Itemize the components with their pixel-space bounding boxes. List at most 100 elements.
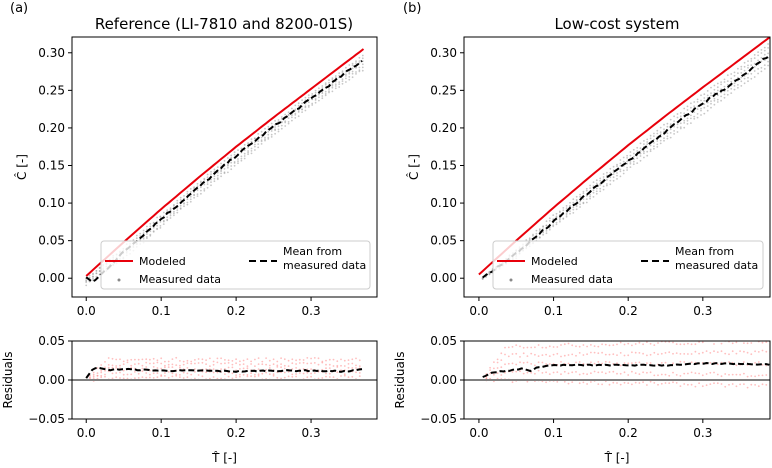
residual-point <box>534 372 536 375</box>
y-tick-label: 0.00 <box>38 271 65 285</box>
residual-point <box>623 371 626 374</box>
residual-point <box>291 362 294 365</box>
measured-data-point <box>139 238 142 241</box>
measured-data-point <box>98 270 101 273</box>
residual-point <box>571 344 574 347</box>
measured-data-point <box>737 72 739 75</box>
measured-data-point <box>179 204 182 207</box>
residual-point <box>280 363 282 365</box>
residual-point <box>750 353 753 356</box>
measured-data-point <box>589 195 591 198</box>
residual-point <box>694 372 697 374</box>
measured-data-point <box>626 157 628 159</box>
residual-point <box>194 377 196 380</box>
residual-point <box>242 373 245 376</box>
measured-data-point <box>267 125 270 128</box>
measured-data-point <box>220 169 223 171</box>
residual-point <box>156 359 159 362</box>
residual-point <box>496 361 499 364</box>
measured-data-point <box>233 164 236 167</box>
residual-point <box>713 350 715 353</box>
residual-point <box>660 373 663 376</box>
residual-point <box>272 363 275 366</box>
measured-data-point <box>619 168 622 171</box>
measured-data-point <box>189 195 192 198</box>
residual-point <box>141 367 144 370</box>
residual-point <box>683 383 686 385</box>
residual-point <box>616 354 618 356</box>
residual-point <box>205 371 208 374</box>
measured-data-point <box>247 153 250 156</box>
residual-point <box>627 362 630 365</box>
residual-point <box>182 360 185 363</box>
measured-data-point <box>676 113 679 115</box>
residual-point <box>511 346 514 348</box>
measured-data-point <box>156 224 159 227</box>
measured-data-point <box>95 272 98 274</box>
residual-point <box>179 376 181 378</box>
residual-point <box>746 375 749 378</box>
residual-point <box>246 375 249 378</box>
measured-data-point <box>348 64 351 66</box>
residual-point <box>668 351 671 354</box>
measured-data-point <box>243 143 246 146</box>
residual-point <box>754 350 756 353</box>
measured-data-point <box>733 85 736 87</box>
residual-point <box>765 350 768 353</box>
measured-data-point <box>95 275 98 278</box>
measured-data-point <box>622 160 625 163</box>
measured-data-point <box>723 85 726 88</box>
legend-mean-label: Mean from <box>675 245 734 258</box>
residual-point <box>111 372 114 375</box>
x-axis-label: T̂ [-] <box>604 451 630 465</box>
residual-point <box>634 343 637 345</box>
measured-data-point <box>287 121 290 123</box>
measured-data-point <box>304 109 307 112</box>
measured-data-point <box>592 181 595 184</box>
residual-point <box>556 352 559 355</box>
legend-modeled-label: Modeled <box>531 255 578 268</box>
residual-point <box>280 366 282 369</box>
measured-data-point <box>747 66 749 69</box>
measured-data-point <box>632 160 635 163</box>
measured-data-point <box>649 144 652 147</box>
measured-data-point <box>243 155 246 157</box>
residual-point <box>664 352 667 354</box>
measured-data-point <box>723 90 726 93</box>
measured-data-point <box>552 225 555 228</box>
measured-data-point <box>545 230 548 232</box>
measured-data-point <box>548 219 551 222</box>
measured-data-point <box>351 67 354 70</box>
residual-point <box>310 362 312 365</box>
residual-point <box>563 354 566 357</box>
measured-data-point <box>85 284 88 287</box>
measured-data-point <box>243 152 246 155</box>
measured-data-point <box>723 81 726 83</box>
residual-point <box>560 361 562 363</box>
residual-point <box>265 368 267 371</box>
residual-point <box>664 361 667 364</box>
residual-point <box>705 350 708 352</box>
measured-data-point <box>575 208 578 211</box>
residual-point <box>638 382 641 384</box>
residual-point <box>298 362 301 364</box>
residual-point <box>653 351 656 354</box>
measured-data-point <box>602 188 605 191</box>
residual-point <box>107 357 110 359</box>
measured-data-point <box>203 177 206 180</box>
measured-data-point <box>562 207 565 209</box>
residual-point <box>156 361 159 364</box>
measured-data-point <box>159 227 162 229</box>
residual-point <box>616 343 618 346</box>
measured-data-point <box>307 104 310 107</box>
residual-point <box>115 365 118 367</box>
measured-data-point <box>254 141 256 144</box>
measured-data-point <box>720 81 722 83</box>
residual-point <box>182 371 185 374</box>
residual-point <box>152 377 155 379</box>
residual-point <box>716 373 719 376</box>
residual-point <box>496 367 499 369</box>
residual-point <box>619 341 622 344</box>
measured-data-point <box>575 195 578 198</box>
measured-data-point <box>193 191 196 194</box>
